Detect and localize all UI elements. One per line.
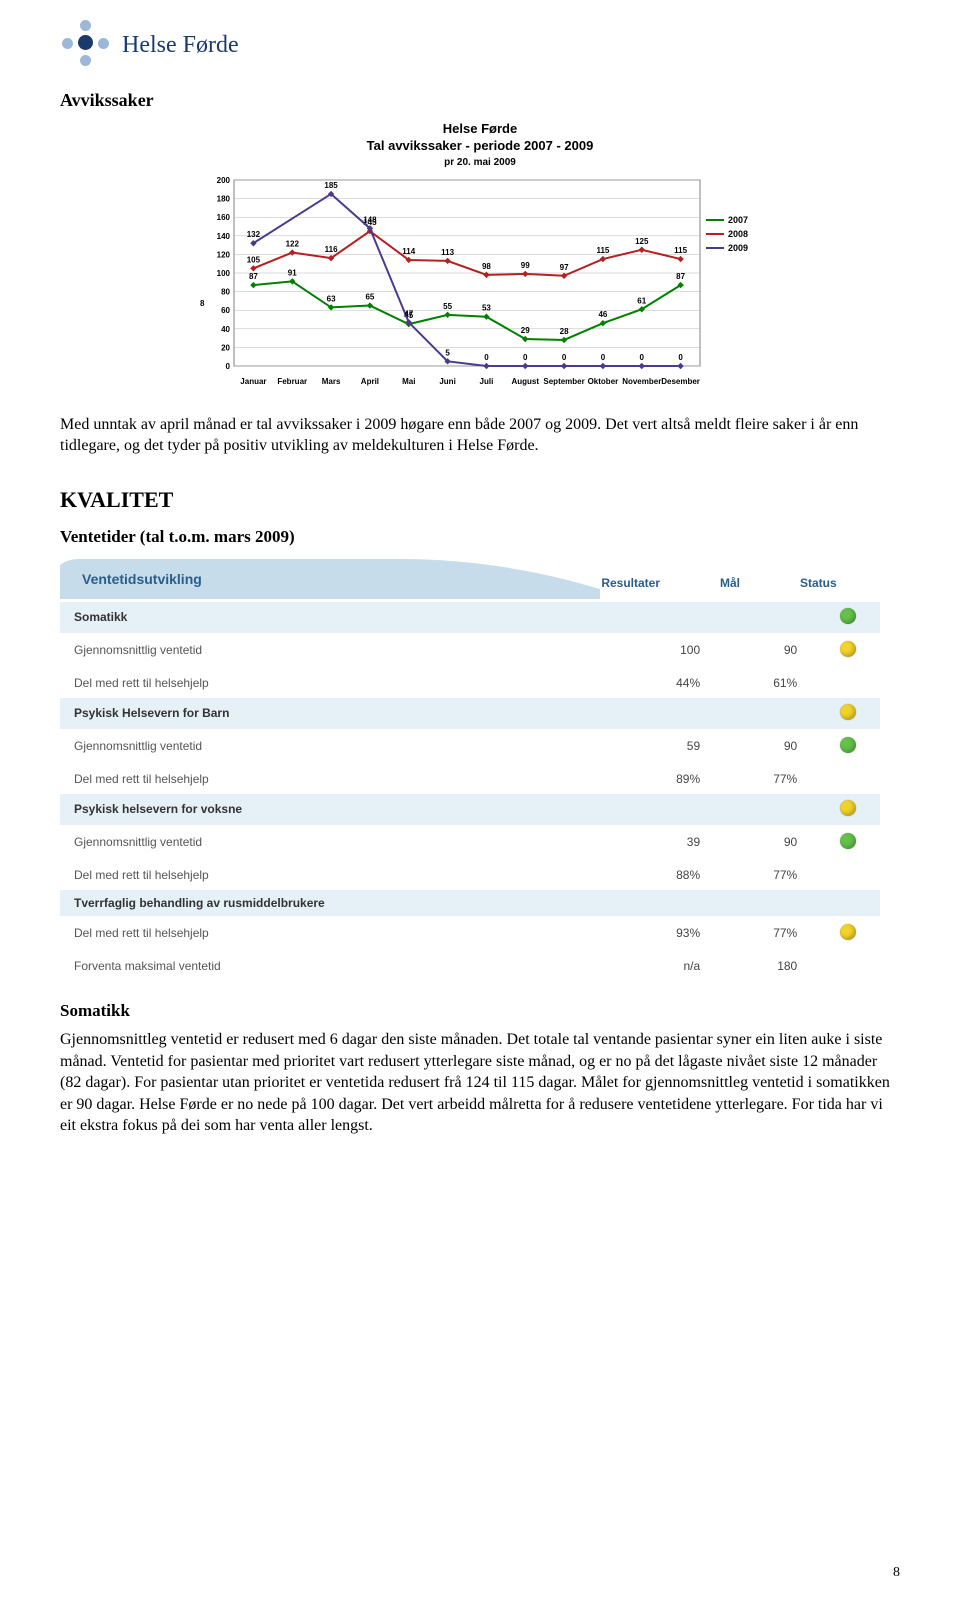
table-row: Del med rett til helsehjelp93%77%	[60, 916, 880, 951]
svg-text:46: 46	[598, 310, 607, 319]
table-row: Del med rett til helsehjelp88%77%	[60, 860, 880, 890]
table-group-row: Somatikk	[60, 602, 880, 633]
svg-text:80: 80	[221, 287, 230, 296]
svg-text:122: 122	[286, 239, 300, 248]
table-row: Gjennomsnittlig ventetid5990	[60, 729, 880, 764]
table-row: Gjennomsnittlig ventetid3990	[60, 825, 880, 860]
heading-kvalitet: KVALITET	[60, 487, 900, 513]
logo-text: Helse Førde	[122, 32, 239, 59]
svg-text:Juni: Juni	[439, 377, 455, 386]
svg-text:65: 65	[365, 292, 374, 301]
table-header-wave: Ventetidsutvikling Resultater Mål Status	[60, 559, 880, 599]
table-group-row: Psykisk Helsevern for Barn	[60, 698, 880, 729]
chart-title: Helse Førde Tal avvikssaker - periode 20…	[200, 121, 760, 155]
logo: Helse Førde	[60, 20, 900, 70]
svg-text:116: 116	[325, 245, 338, 254]
ventetid-table: Ventetidsutvikling Resultater Mål Status…	[60, 559, 880, 981]
svg-text:0: 0	[562, 353, 567, 362]
svg-text:115: 115	[674, 246, 687, 255]
chart-svg: 0 20 40 60 80 100 120 140 160 180 200 Januar Februar…	[200, 174, 760, 394]
svg-text:November: November	[622, 377, 661, 386]
svg-text:5: 5	[445, 348, 450, 357]
svg-text:2009: 2009	[728, 243, 748, 253]
table-header-resultater: Resultater	[601, 576, 660, 590]
svg-text:114: 114	[402, 247, 415, 256]
paragraph-somatikk: Gjennomsnittleg ventetid er redusert med…	[60, 1029, 900, 1137]
svg-text:55: 55	[443, 302, 452, 311]
svg-text:185: 185	[324, 181, 338, 190]
table-header-title: Ventetidsutvikling	[82, 571, 202, 587]
svg-text:140: 140	[217, 232, 231, 241]
svg-text:2007: 2007	[728, 215, 748, 225]
svg-text:September: September	[543, 377, 584, 386]
chart-avvikssaker: Helse Førde Tal avvikssaker - periode 20…	[200, 121, 760, 394]
svg-text:Oktober: Oktober	[588, 377, 619, 386]
svg-text:87: 87	[676, 272, 685, 281]
paragraph-avvikssaker: Med unntak av april månad er tal avvikss…	[60, 414, 900, 457]
svg-text:91: 91	[288, 268, 297, 277]
svg-text:58: 58	[200, 299, 205, 308]
svg-text:Juli: Juli	[480, 377, 494, 386]
svg-text:Mai: Mai	[402, 377, 415, 386]
svg-text:28: 28	[560, 327, 569, 336]
table-row: Gjennomsnittlig ventetid10090	[60, 633, 880, 668]
svg-text:29: 29	[521, 326, 530, 335]
svg-text:Januar: Januar	[240, 377, 266, 386]
svg-text:113: 113	[441, 248, 454, 257]
page-number: 8	[893, 1565, 900, 1581]
svg-text:Mars: Mars	[322, 377, 341, 386]
subheading-somatikk: Somatikk	[60, 1001, 900, 1021]
svg-text:132: 132	[247, 230, 261, 239]
svg-text:April: April	[361, 377, 379, 386]
svg-text:99: 99	[521, 261, 530, 270]
svg-text:0: 0	[640, 353, 645, 362]
svg-text:Desember: Desember	[661, 377, 700, 386]
table-row: Forventa maksimal ventetidn/a180	[60, 951, 880, 981]
svg-text:0: 0	[226, 362, 231, 371]
svg-text:47: 47	[404, 309, 413, 318]
svg-text:0: 0	[523, 353, 528, 362]
svg-text:0: 0	[601, 353, 606, 362]
svg-text:60: 60	[221, 306, 230, 315]
section-heading-avvikssaker: Avvikssaker	[60, 90, 900, 111]
svg-text:August: August	[511, 377, 539, 386]
svg-text:0: 0	[678, 353, 683, 362]
svg-text:Februar: Februar	[277, 377, 307, 386]
svg-text:2008: 2008	[728, 229, 748, 239]
table-group-row: Psykisk helsevern for voksne	[60, 794, 880, 825]
svg-text:0: 0	[484, 353, 489, 362]
table-header-row: Ventetidsutvikling Resultater Mål Status	[60, 559, 880, 602]
svg-text:40: 40	[221, 325, 230, 334]
svg-text:125: 125	[635, 237, 649, 246]
table-group-row: Tverrfaglig behandling av rusmiddelbruke…	[60, 890, 880, 916]
svg-text:180: 180	[217, 194, 231, 203]
table-row: Del med rett til helsehjelp44%61%	[60, 668, 880, 698]
svg-text:148: 148	[363, 215, 377, 224]
logo-dots	[60, 20, 110, 70]
svg-text:20: 20	[221, 343, 230, 352]
table-row: Del med rett til helsehjelp89%77%	[60, 764, 880, 794]
svg-text:63: 63	[327, 294, 336, 303]
svg-text:98: 98	[482, 262, 491, 271]
svg-text:97: 97	[560, 263, 569, 272]
svg-text:115: 115	[596, 246, 609, 255]
svg-text:87: 87	[249, 272, 258, 281]
subheading-ventetider: Ventetider (tal t.o.m. mars 2009)	[60, 527, 900, 547]
svg-text:160: 160	[217, 213, 231, 222]
svg-text:200: 200	[217, 176, 231, 185]
svg-text:53: 53	[482, 303, 491, 312]
svg-text:61: 61	[637, 296, 646, 305]
svg-text:100: 100	[217, 269, 231, 278]
table-header-maal: Mål	[720, 576, 740, 590]
svg-text:120: 120	[217, 250, 231, 259]
svg-text:105: 105	[247, 255, 261, 264]
table-header-status: Status	[800, 576, 837, 590]
chart-subtitle: pr 20. mai 2009	[200, 157, 760, 168]
